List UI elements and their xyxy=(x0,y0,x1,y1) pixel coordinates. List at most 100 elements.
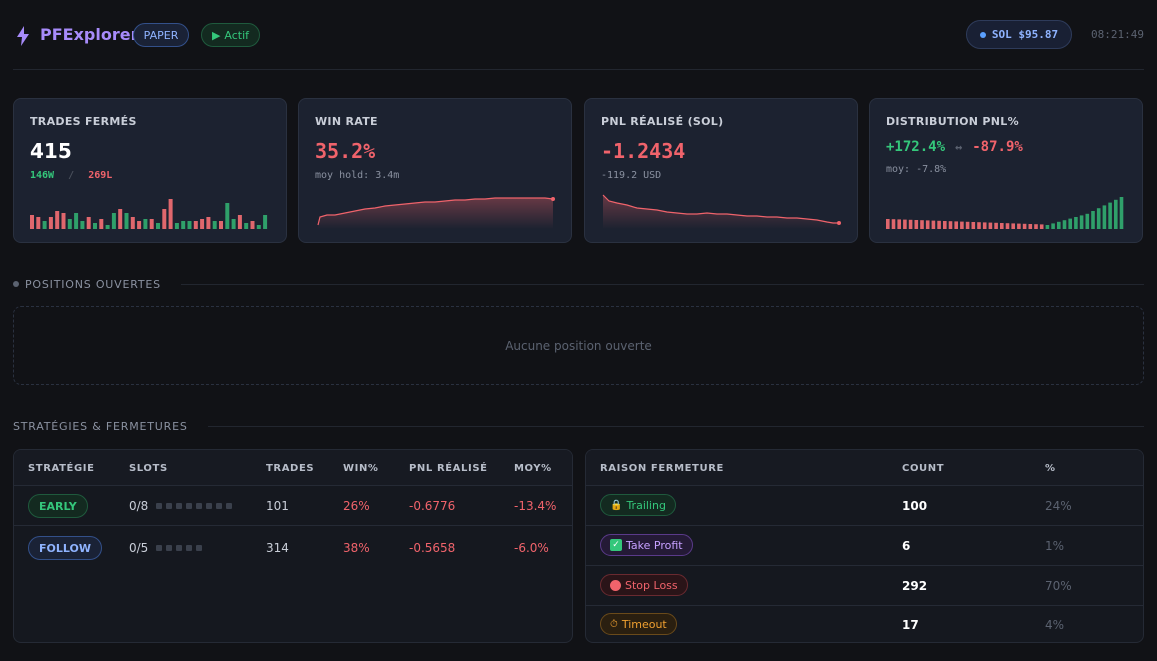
table-row[interactable]: FOLLOW 0/5 314 38% -0.5658 -6.0% xyxy=(14,527,572,569)
histogram-bar xyxy=(1108,202,1112,229)
winloss-separator: / xyxy=(68,170,75,181)
spark-bar xyxy=(219,221,223,229)
strategy-badge-early[interactable]: EARLY xyxy=(28,494,88,518)
slot-indicators xyxy=(156,503,233,509)
spark-bar xyxy=(74,213,79,229)
slots-value: 0/8 xyxy=(129,499,149,513)
table-row[interactable]: Stop Loss 292 70% xyxy=(586,566,1143,606)
histogram-bar xyxy=(937,220,941,229)
slot-square xyxy=(216,503,223,509)
reason-label: Trailing xyxy=(626,498,666,512)
histogram-bar xyxy=(994,222,998,229)
distribution-range: +172.4% ↔ -87.9% xyxy=(886,139,1023,155)
strategies-section-title: STRATÉGIES & FERMETURES xyxy=(13,419,188,433)
distribution-histogram xyxy=(886,197,1124,229)
sol-price-label: SOL $95.87 xyxy=(991,28,1059,41)
histogram-bar xyxy=(1022,223,1027,229)
histogram-bar xyxy=(903,219,907,229)
stopwatch-icon: ⏱ xyxy=(610,618,618,630)
table-row[interactable]: 🔒 Trailing 100 24% xyxy=(586,486,1143,526)
histogram-bar xyxy=(1068,218,1072,229)
histogram-bar xyxy=(1062,220,1067,229)
count-cell: 100 xyxy=(902,499,928,513)
trades-cell: 101 xyxy=(266,499,289,513)
histogram-bar xyxy=(886,219,890,229)
col-win: WIN% xyxy=(343,463,379,474)
histogram-bar xyxy=(1057,221,1061,229)
histogram-bar xyxy=(1091,211,1095,229)
trades-card: TRADES FERMÉS 415 146W / 269L xyxy=(13,98,287,243)
table-row[interactable]: ✓ Take Profit 6 1% xyxy=(586,526,1143,566)
histogram-bar xyxy=(1017,223,1021,229)
spark-bar xyxy=(61,213,66,229)
slot-square xyxy=(196,545,203,551)
reason-badge-stop-loss[interactable]: Stop Loss xyxy=(600,574,688,596)
table-row[interactable]: ⏱ Timeout 17 4% xyxy=(586,606,1143,642)
histogram-bar xyxy=(1000,223,1004,229)
spark-bar xyxy=(48,217,53,229)
table-row[interactable]: EARLY 0/8 101 26% -0.6776 -13.4% xyxy=(14,486,572,526)
close-reason-table-header: RAISON FERMETURE COUNT % xyxy=(586,450,1143,486)
trades-bar-sparkline xyxy=(30,199,268,229)
histogram-bar xyxy=(1096,208,1101,229)
spark-bar xyxy=(187,221,192,229)
slot-square xyxy=(186,545,193,551)
spark-bar xyxy=(111,213,116,229)
status-badge[interactable]: ▶ Actif xyxy=(201,23,260,47)
lock-icon: 🔒 xyxy=(610,499,623,511)
spark-bar xyxy=(256,225,261,229)
spark-bar xyxy=(86,217,91,229)
slot-square xyxy=(156,545,163,551)
histogram-bar xyxy=(1074,217,1078,229)
spark-bar xyxy=(130,217,135,229)
slot-indicators xyxy=(156,545,203,551)
win-cell: 38% xyxy=(343,541,370,555)
pnl-cell: -0.5658 xyxy=(409,541,456,555)
sol-price-pill: SOL $95.87 xyxy=(966,20,1072,49)
spark-bar xyxy=(174,223,179,229)
mode-badge[interactable]: PAPER xyxy=(133,23,189,47)
distribution-card: DISTRIBUTION PNL% +172.4% ↔ -87.9% moy: … xyxy=(869,98,1143,243)
distribution-avg: moy: -7.8% xyxy=(886,164,947,175)
range-arrow-icon: ↔ xyxy=(955,140,963,154)
spark-bar xyxy=(231,219,236,229)
col-moy: MOY% xyxy=(514,463,552,474)
spark-bar xyxy=(168,199,173,229)
count-cell: 292 xyxy=(902,579,928,593)
pnl-card-sub: -119.2 USD xyxy=(601,170,662,181)
histogram-bar xyxy=(948,221,953,229)
slots-cell: 0/8 xyxy=(129,499,233,513)
pnl-cell: -0.6776 xyxy=(409,499,456,513)
spark-bar xyxy=(143,219,148,229)
count-cell: 17 xyxy=(902,618,919,632)
slot-square xyxy=(176,503,183,509)
spark-bar xyxy=(93,223,97,229)
histogram-bar xyxy=(1011,223,1015,229)
col-trades: TRADES xyxy=(266,463,315,474)
pnl-card-label: PNL RÉALISÉ (SOL) xyxy=(601,115,724,128)
histogram-bar xyxy=(971,222,976,229)
reason-badge-take-profit[interactable]: ✓ Take Profit xyxy=(600,534,693,556)
positions-empty-state: Aucune position ouverte xyxy=(13,306,1144,385)
pct-cell: 1% xyxy=(1045,539,1065,553)
trades-card-value: 415 xyxy=(30,139,72,163)
top-header: PFExplorer PAPER ▶ Actif SOL $95.87 08:2… xyxy=(13,0,1144,70)
col-slots: SLOTS xyxy=(129,463,168,474)
histogram-bar xyxy=(1114,199,1118,229)
col-reason: RAISON FERMETURE xyxy=(600,463,724,474)
distribution-max: +172.4% xyxy=(886,139,946,155)
reason-badge-trailing[interactable]: 🔒 Trailing xyxy=(600,494,676,516)
histogram-bar xyxy=(1102,205,1107,229)
histogram-bar xyxy=(891,219,896,229)
spark-bar xyxy=(36,217,41,229)
trades-cell: 314 xyxy=(266,541,289,555)
histogram-bar xyxy=(931,220,936,229)
app-logo-text: PFExplorer xyxy=(40,25,139,44)
histogram-bar xyxy=(1034,224,1038,229)
pnl-card-value: -1.2434 xyxy=(601,139,686,163)
strategy-badge-follow[interactable]: FOLLOW xyxy=(28,536,102,560)
close-reason-table: RAISON FERMETURE COUNT % 🔒 Trailing 100 … xyxy=(585,449,1144,643)
spark-bar xyxy=(212,221,217,229)
spark-bar xyxy=(149,219,154,229)
reason-badge-timeout[interactable]: ⏱ Timeout xyxy=(600,613,677,635)
